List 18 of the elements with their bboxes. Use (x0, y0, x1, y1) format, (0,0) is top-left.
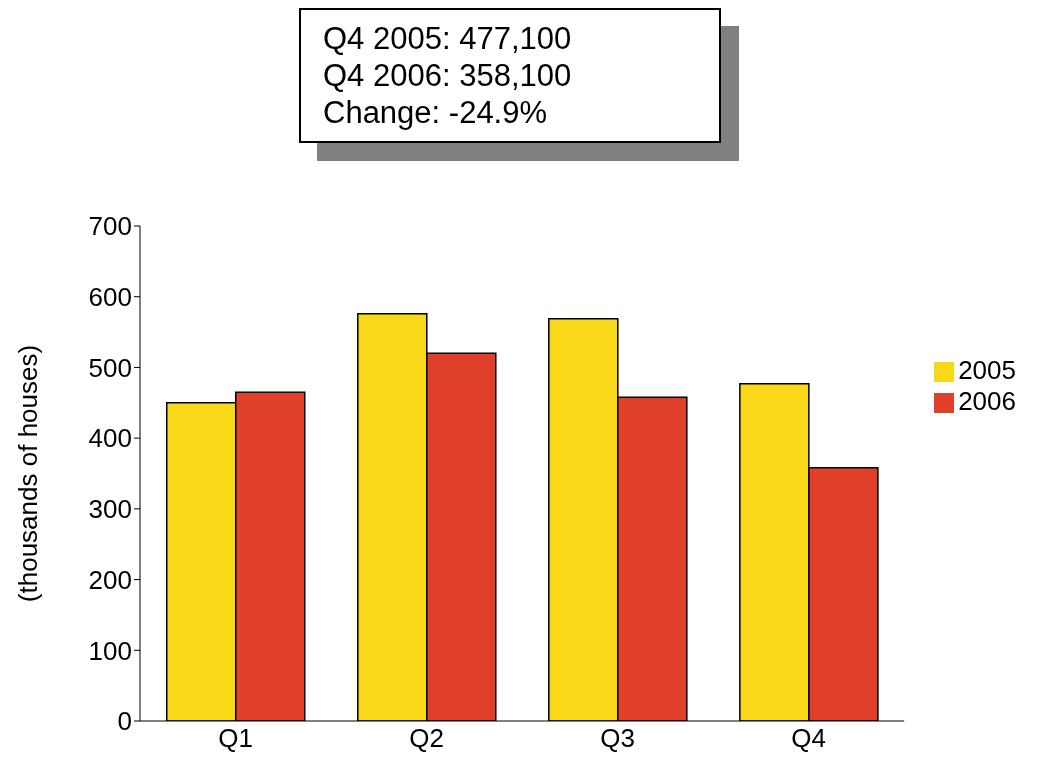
y-tick-label: 0 (117, 706, 132, 737)
y-tick-label: 100 (88, 635, 132, 666)
y-tick-label: 200 (88, 564, 132, 595)
y-tick-label: 600 (88, 281, 132, 312)
x-tick-label: Q2 (409, 723, 444, 754)
y-axis-title: (thousands of houses) (13, 344, 44, 603)
x-tick-label: Q3 (600, 723, 635, 754)
text: Q4 2006: 358,100 (323, 57, 573, 94)
text: Change: -24.9% (323, 94, 549, 131)
legend-label: 2005 (958, 354, 1016, 385)
y-tick-label: 700 (88, 211, 132, 242)
y-tick-label: 500 (88, 352, 132, 383)
x-tick-label: Q4 (791, 723, 826, 754)
y-tick-label: 400 (88, 423, 132, 454)
text: Q4 2005: 477,100 (323, 20, 573, 57)
y-tick-label: 300 (88, 494, 132, 525)
legend-label: 2006 (958, 385, 1016, 416)
x-tick-label: Q1 (218, 723, 253, 754)
